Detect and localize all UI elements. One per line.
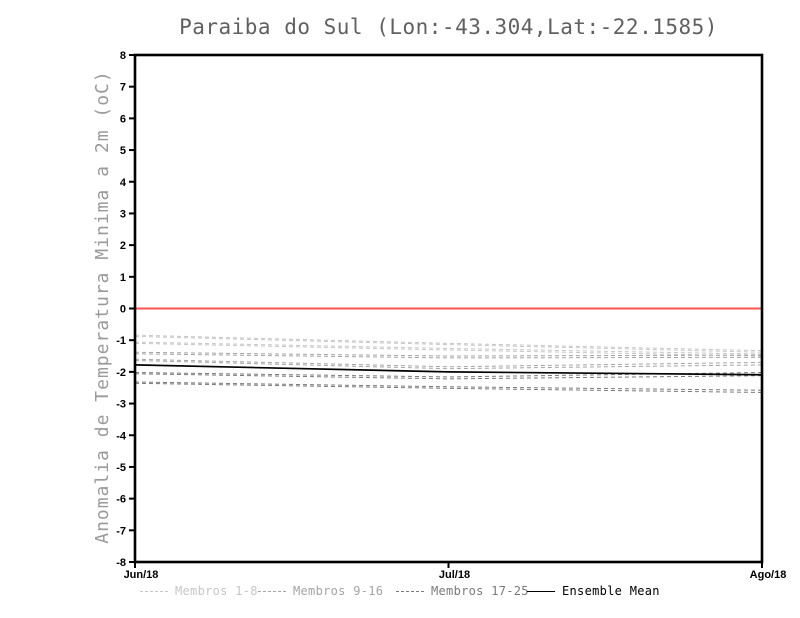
- ensemble-mean-line: [134, 364, 763, 376]
- x-tick-label: Ago/18: [750, 569, 787, 581]
- x-tick-label: Jul/18: [439, 569, 470, 581]
- y-tick-label: -3: [116, 399, 126, 411]
- y-tick-label: 4: [120, 177, 127, 189]
- chart-legend: Membros 1-8 Membros 9-16 Membros 17-25 Ense…: [0, 583, 800, 603]
- legend-item: Membros 9-16: [258, 583, 383, 599]
- y-tick-label: 3: [120, 208, 126, 220]
- legend-item: Membros 17-25: [396, 583, 529, 599]
- y-tick-label: 0: [120, 304, 126, 316]
- y-tick-label: -5: [116, 462, 126, 474]
- legend-item: Membros 1-8: [140, 583, 258, 599]
- y-tick-label: 2: [120, 240, 126, 252]
- y-tick-label: 5: [120, 145, 126, 157]
- y-tick-label: -6: [116, 494, 126, 506]
- y-tick-label: -7: [116, 525, 126, 537]
- legend-label: Membros 1-8: [175, 584, 258, 598]
- y-tick-label: -4: [116, 430, 127, 442]
- member-line: [134, 381, 763, 391]
- dashed-line-swatch: [396, 590, 424, 592]
- x-tick-label: Jun/18: [124, 569, 159, 581]
- y-tick-label: 8: [120, 50, 126, 62]
- member-line: [134, 334, 763, 352]
- legend-label: Membros 17-25: [431, 584, 529, 598]
- member-line: [134, 382, 763, 393]
- y-tick-label: 1: [120, 272, 126, 284]
- y-tick-label: 6: [120, 113, 126, 125]
- dashed-line-swatch: [140, 590, 168, 592]
- legend-label: Ensemble Mean: [562, 584, 660, 598]
- dashed-line-swatch: [258, 590, 286, 592]
- y-tick-label: 7: [120, 82, 126, 94]
- y-tick-label: -1: [116, 335, 126, 347]
- legend-label: Membros 9-16: [293, 584, 384, 598]
- legend-item: Ensemble Mean: [527, 583, 660, 599]
- y-tick-label: -8: [116, 557, 126, 569]
- y-tick-label: -2: [116, 367, 126, 379]
- chart-title: Paraiba do Sul (Lon:-43.304,Lat:-22.1585…: [179, 15, 718, 39]
- solid-line-swatch: [527, 590, 555, 592]
